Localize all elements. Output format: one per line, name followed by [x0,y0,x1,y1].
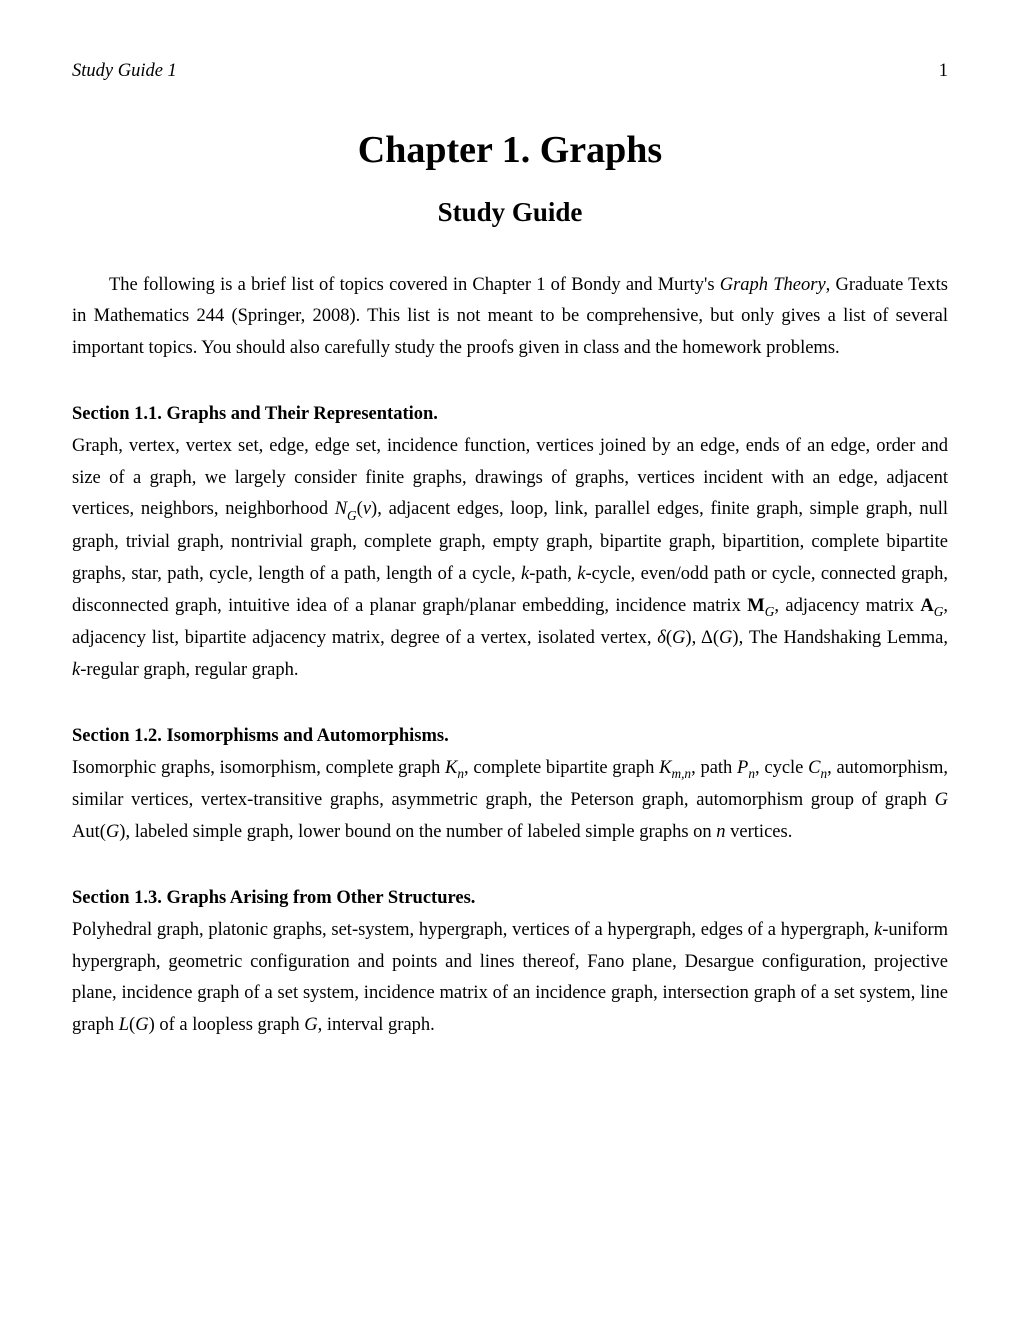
math-A: A [920,596,933,616]
math-sub-G: G [765,604,775,619]
math-G: G [672,628,685,648]
math-K: K [445,758,457,778]
section-1-1: Section 1.1. Graphs and Their Representa… [72,399,948,687]
math-G: G [304,1015,317,1035]
math-sub-n: n [820,766,827,781]
math-G: G [135,1015,148,1035]
math-M: M [747,596,764,616]
math-sub-G: G [347,508,357,523]
math-k: k [874,920,882,940]
math-Delta: Δ [701,628,713,648]
math-n: n [716,822,725,842]
section-heading: Section 1.3. Graphs Arising from Other S… [72,883,948,915]
chapter-title: Chapter 1. Graphs [72,118,948,183]
section-1-3: Section 1.3. Graphs Arising from Other S… [72,883,948,1042]
section-body: Polyhedral graph, platonic graphs, set-s… [72,915,948,1042]
section-heading: Section 1.2. Isomorphisms and Automorphi… [72,721,948,753]
intro-paragraph: The following is a brief list of topics … [72,270,948,365]
math-L: L [119,1015,129,1035]
math-sub-G: G [934,604,944,619]
math-sub-n: n [457,766,464,781]
math-P: P [737,758,748,778]
math-K: K [659,758,671,778]
subtitle: Study Guide [72,189,948,235]
math-delta: δ [657,628,666,648]
book-title: Graph Theory [720,275,826,295]
math-G: G [935,790,948,810]
math-sub-n: n [748,766,755,781]
math-N: N [335,499,347,519]
header-left: Study Guide 1 [72,56,177,88]
math-G: G [719,628,732,648]
section-1-2: Section 1.2. Isomorphisms and Automorphi… [72,721,948,849]
math-C: C [808,758,820,778]
math-k: k [72,660,80,680]
math-v: v [363,499,371,519]
math-G: G [106,822,119,842]
section-body: Graph, vertex, vertex set, edge, edge se… [72,431,948,687]
intro-pre: The following is a brief list of topics … [109,275,720,295]
page-header: Study Guide 1 1 [72,56,948,88]
section-body: Isomorphic graphs, isomorphism, complete… [72,753,948,849]
header-page-number: 1 [939,56,948,88]
math-sub-mn: m,n [671,766,691,781]
section-heading: Section 1.1. Graphs and Their Representa… [72,399,948,431]
